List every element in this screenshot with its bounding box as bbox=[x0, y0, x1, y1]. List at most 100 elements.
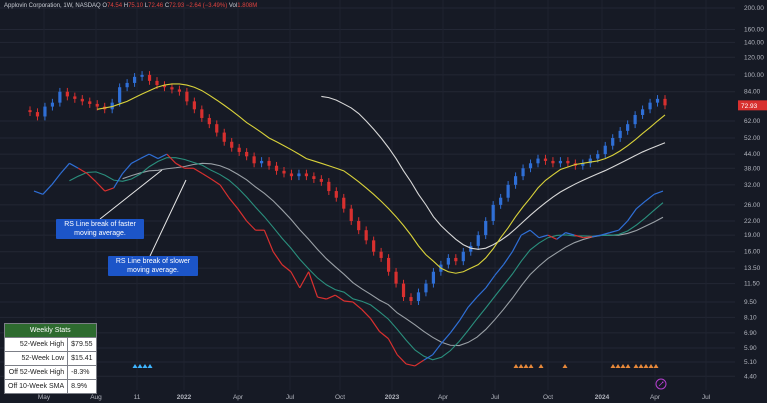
rs-line-segment bbox=[352, 301, 363, 310]
rs-line-segment bbox=[520, 229, 531, 236]
x-tick-label: Apr bbox=[438, 394, 449, 401]
candle-body bbox=[416, 292, 421, 302]
y-tick-label: 38.00 bbox=[744, 165, 761, 172]
candle-body bbox=[65, 91, 69, 97]
stats-label: Off 10-Week SMA bbox=[3, 379, 69, 394]
rs-line-segment bbox=[69, 162, 79, 169]
signal-marker bbox=[132, 364, 138, 368]
candle-body bbox=[35, 112, 40, 117]
rs-line-segment bbox=[441, 332, 451, 344]
y-tick-label: 52.00 bbox=[744, 135, 761, 142]
rs-line-segment bbox=[193, 167, 203, 174]
candle-body bbox=[162, 85, 167, 88]
stats-label: Off 52-Week High bbox=[3, 365, 69, 380]
candle-body bbox=[648, 102, 652, 110]
x-tick-label: 2022 bbox=[177, 394, 192, 401]
candle-body bbox=[379, 251, 383, 258]
rs-line-segment bbox=[175, 162, 185, 169]
candle-body bbox=[58, 91, 62, 103]
rs-line-segment bbox=[609, 229, 619, 234]
rs-line-segment bbox=[166, 153, 177, 164]
stats-row: 52-Week High $79.55 bbox=[3, 337, 97, 352]
weekly-stats-table: Weekly Stats 52-Week High $79.55 52-Week … bbox=[3, 323, 97, 394]
indicator-lines bbox=[33, 83, 666, 367]
last-price-tag bbox=[738, 100, 767, 111]
y-tick-label: 200.00 bbox=[744, 5, 764, 12]
y-tick-label: 9.50 bbox=[744, 299, 757, 306]
signal-marker bbox=[513, 364, 519, 368]
legend-volume: 1.808M bbox=[237, 3, 258, 9]
candle-body bbox=[177, 89, 182, 92]
rs-line-segment bbox=[467, 296, 478, 308]
rs-line-segment bbox=[86, 173, 97, 183]
rs-line-segment bbox=[653, 190, 664, 195]
rs-line-segment bbox=[565, 232, 575, 236]
rs-fast-ma-line bbox=[69, 157, 664, 361]
y-tick-label: 44.00 bbox=[744, 151, 761, 158]
y-tick-label: 16.00 bbox=[744, 249, 761, 256]
price-axis[interactable]: 200.00 160.00 140.00 120.00 100.00 84.00 62.00… bbox=[738, 5, 767, 380]
rs-line-segment bbox=[308, 271, 319, 298]
candle-body bbox=[588, 158, 592, 164]
stats-value: $15.41 bbox=[67, 351, 97, 366]
candle-body bbox=[50, 102, 55, 107]
legend-title: Applovin Corporation, 1W, NASDAQ bbox=[4, 3, 101, 9]
signal-marker bbox=[528, 364, 534, 368]
candle-body bbox=[386, 257, 391, 272]
rs-slow-ma-line bbox=[122, 162, 664, 347]
stats-value: -8.3% bbox=[67, 365, 97, 380]
rs-line-segment bbox=[396, 354, 407, 365]
candle-body bbox=[259, 160, 264, 164]
candle-body bbox=[132, 76, 137, 83]
candle-body bbox=[528, 163, 533, 169]
signal-marker bbox=[562, 364, 568, 368]
candle-body bbox=[245, 151, 249, 157]
rs-line-segment bbox=[140, 153, 150, 160]
rs-line-segment bbox=[379, 331, 389, 340]
rs-line-segment bbox=[263, 229, 274, 252]
legend-volume-label: Vol bbox=[228, 3, 238, 9]
x-tick-label: Aug bbox=[90, 394, 102, 401]
legend-change: −2.64 (−3.49%) bbox=[185, 3, 228, 9]
rs-line-segment bbox=[574, 234, 584, 239]
y-tick-label: 22.00 bbox=[744, 218, 761, 225]
y-tick-label: 62.00 bbox=[744, 118, 761, 125]
candle-body bbox=[364, 230, 368, 241]
stats-row: 52-Week Low $15.41 bbox=[3, 351, 97, 366]
y-tick-label: 5.10 bbox=[744, 359, 757, 366]
stats-value: $79.55 bbox=[67, 337, 97, 352]
signal-marker bbox=[638, 364, 644, 368]
stats-label: 52-Week High bbox=[3, 337, 69, 352]
rs-line-segment bbox=[210, 178, 221, 186]
rs-line-segment bbox=[317, 296, 327, 300]
rs-line-segment bbox=[583, 236, 593, 239]
rs-line-segment bbox=[511, 234, 522, 253]
candle-body bbox=[469, 245, 473, 252]
rs-line-segment bbox=[344, 300, 353, 303]
time-axis[interactable]: May Aug 11 2022 Apr Jul Oct 2023 Apr Jul Oct 2024 Ap… bbox=[38, 394, 711, 401]
candle-body bbox=[499, 197, 503, 205]
rs-line-segment bbox=[556, 232, 566, 240]
chart-legend: Applovin Corporation, 1W, NASDAQ O74.54 … bbox=[4, 3, 257, 9]
rs-line-segment bbox=[33, 190, 44, 195]
legend-open-label: O bbox=[102, 3, 108, 9]
candle-body bbox=[73, 96, 77, 99]
x-tick-label: Apr bbox=[650, 394, 661, 401]
candle-body bbox=[424, 283, 428, 293]
y-tick-label: 11.50 bbox=[744, 281, 760, 288]
candle-body bbox=[461, 251, 465, 262]
sma10-line bbox=[97, 83, 666, 274]
signal-marker bbox=[648, 364, 654, 368]
candle-body bbox=[506, 184, 510, 198]
candle-body bbox=[200, 109, 204, 118]
candle-body bbox=[185, 91, 189, 102]
signal-marker bbox=[142, 364, 148, 368]
candle-body bbox=[401, 283, 406, 298]
candle-body bbox=[110, 102, 114, 110]
candle-body bbox=[349, 208, 353, 221]
candle-body bbox=[297, 173, 301, 177]
x-tick-label: Jul bbox=[702, 394, 711, 401]
rs-line-segment bbox=[618, 220, 628, 231]
rs-line-segment bbox=[361, 308, 372, 320]
